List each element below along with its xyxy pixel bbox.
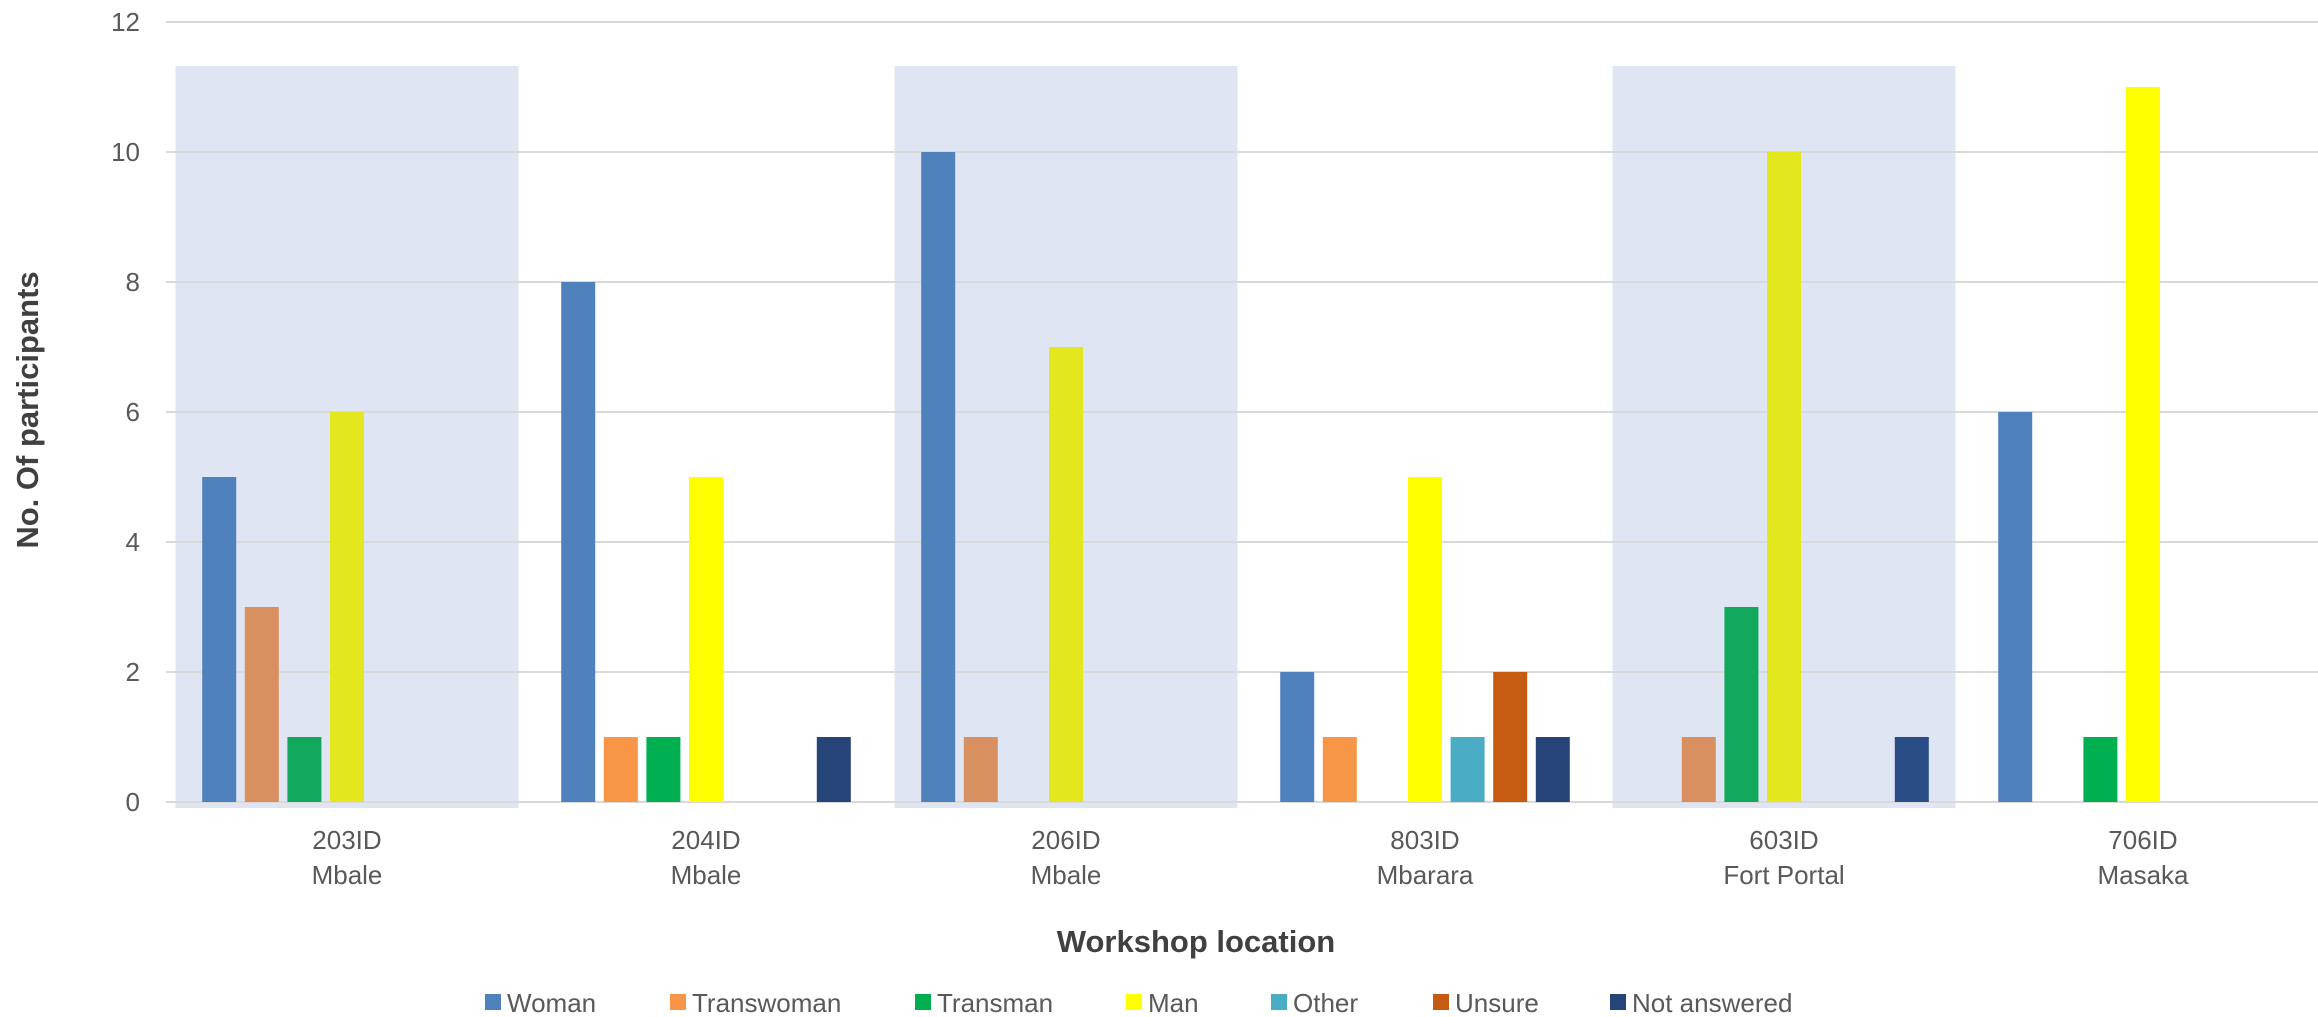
legend-swatch-man [1126,994,1142,1010]
x-axis-category-labels: 203ID Mbale 204ID Mbale 206ID Mbale 803ID Mbara… [312,825,2189,890]
legend-swatch-unsure [1433,994,1449,1010]
bar-204id-woman [561,282,596,802]
category-place-label: Fort Portal [1723,860,1844,890]
y-tick-label: 12 [111,7,140,37]
category-place-label: Mbale [1031,860,1102,890]
bar-206id-woman [921,152,956,802]
bar-206id-transwoman [963,737,998,802]
bar-204id-transman [646,737,681,802]
legend-swatch-not-answered [1610,994,1626,1010]
bar-203id-transman [287,737,322,802]
bar-803id-transwoman [1322,737,1357,802]
y-axis-tick-labels: 0 2 4 6 8 10 12 [111,7,140,817]
bar-204id-man [689,477,723,802]
category-place-label: Mbarara [1377,860,1474,890]
legend-swatch-other [1271,994,1287,1010]
bar-204id-not-answered [816,737,851,802]
y-tick-label: 4 [126,527,140,557]
bar-803id-not-answered [1535,737,1570,802]
category-place-label: Mbale [312,860,383,890]
bar-203id-woman [202,477,237,802]
y-tick-label: 6 [126,397,140,427]
bar-203id-transwoman [244,607,279,802]
legend-label-not-answered: Not answered [1632,988,1792,1017]
bar-203id-man [330,412,364,802]
legend: Woman Transwoman Transman Man Other Unsure Not… [485,988,1792,1017]
legend-label-woman: Woman [507,988,596,1017]
legend-label-unsure: Unsure [1455,988,1539,1017]
y-tick-label: 8 [126,267,140,297]
bar-706id-woman [1998,412,2033,802]
legend-swatch-transwoman [670,994,686,1010]
legend-label-transman: Transman [937,988,1053,1017]
legend-swatch-woman [485,994,501,1010]
legend-label-other: Other [1293,988,1358,1017]
category-id-label: 706ID [2108,825,2177,855]
legend-swatch-transman [915,994,931,1010]
gridlines [166,21,2318,803]
bar-803id-woman [1280,672,1315,802]
bar-603id-transman [1724,607,1759,802]
bar-204id-transwoman [603,737,638,802]
y-axis-title: No. Of participants [10,271,45,548]
bar-706id-transman [2083,737,2118,802]
bars [202,87,2160,802]
category-id-label: 803ID [1390,825,1459,855]
category-place-label: Masaka [2097,860,2189,890]
category-id-label: 206ID [1031,825,1100,855]
y-tick-label: 0 [126,787,140,817]
legend-label-transwoman: Transwoman [692,988,841,1017]
bar-706id-man [2126,87,2160,802]
x-axis-title: Workshop location [1057,924,1335,959]
category-id-label: 204ID [671,825,740,855]
legend-label-man: Man [1148,988,1199,1017]
bar-603id-transwoman [1681,737,1716,802]
category-id-label: 203ID [312,825,381,855]
bar-803id-unsure [1493,672,1528,802]
bar-803id-man [1408,477,1442,802]
y-tick-label: 10 [111,137,140,167]
bar-603id-not-answered [1894,737,1929,802]
category-id-label: 603ID [1749,825,1818,855]
bar-206id-man [1049,347,1083,802]
y-tick-label: 2 [126,657,140,687]
bar-803id-other [1450,737,1485,802]
category-place-label: Mbale [671,860,742,890]
bar-603id-man [1767,152,1801,802]
